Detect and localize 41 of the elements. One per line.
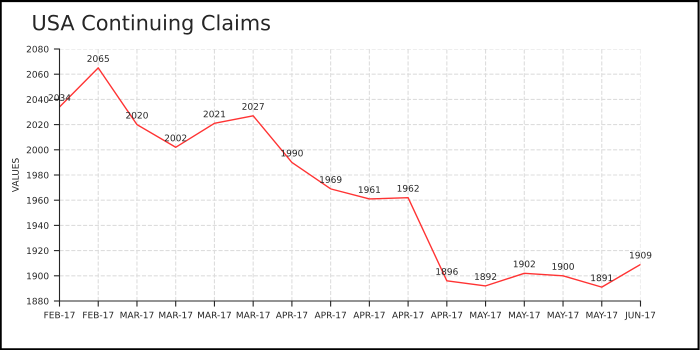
data-label: 1902 xyxy=(514,260,535,268)
y-tick-label: 1920 xyxy=(27,247,48,254)
chart-title: USA Continuing Claims xyxy=(33,14,270,35)
y-tick-label: 2000 xyxy=(26,146,48,154)
x-tick-label: MAR-17 xyxy=(198,312,231,318)
x-tick-label: MAY-17 xyxy=(586,312,618,318)
x-tick-label: MAY-17 xyxy=(548,312,578,318)
x-tick-label: MAR-17 xyxy=(159,312,192,318)
data-label: 1892 xyxy=(475,273,496,280)
data-label: 1900 xyxy=(552,263,574,270)
data-label: 2002 xyxy=(164,134,186,142)
x-tick-label: APR-17 xyxy=(430,312,462,318)
y-tick-label: 1960 xyxy=(27,196,48,204)
x-tick-label: APR-17 xyxy=(276,312,308,318)
x-tick-label: MAY-17 xyxy=(470,312,502,318)
y-tick-label: 2060 xyxy=(26,70,48,78)
data-label: 1969 xyxy=(320,176,342,183)
data-label: 1909 xyxy=(630,252,652,259)
y-axis-title: VALUES xyxy=(12,158,19,192)
y-tick-label: 2040 xyxy=(26,96,48,103)
data-label: 1961 xyxy=(358,186,380,194)
x-tick-label: JUN-17 xyxy=(624,312,656,320)
y-tick-label: 2080 xyxy=(26,46,48,53)
y-tick-label: 1900 xyxy=(27,272,48,280)
y-tick-label: 1980 xyxy=(27,172,48,179)
x-tick-label: FEB-17 xyxy=(83,312,114,318)
x-tick-label: APR-17 xyxy=(314,312,346,318)
x-tick-label: FEB-17 xyxy=(44,312,75,318)
x-tick-label: MAR-17 xyxy=(120,312,154,318)
x-tick-label: MAR-17 xyxy=(236,312,270,318)
data-label: 2027 xyxy=(242,103,264,110)
data-label: 1891 xyxy=(591,274,612,282)
data-label: 2021 xyxy=(204,110,226,118)
y-tick-label: 1880 xyxy=(27,298,48,305)
x-tick-label: MAY-17 xyxy=(508,312,540,318)
x-tick-label: APR-17 xyxy=(392,312,424,318)
data-label: 1962 xyxy=(398,184,419,192)
x-tick-label: APR-17 xyxy=(353,312,385,318)
y-tick-label: 1940 xyxy=(27,222,48,229)
y-tick-label: 2020 xyxy=(26,121,48,128)
data-label: 2065 xyxy=(87,55,109,62)
